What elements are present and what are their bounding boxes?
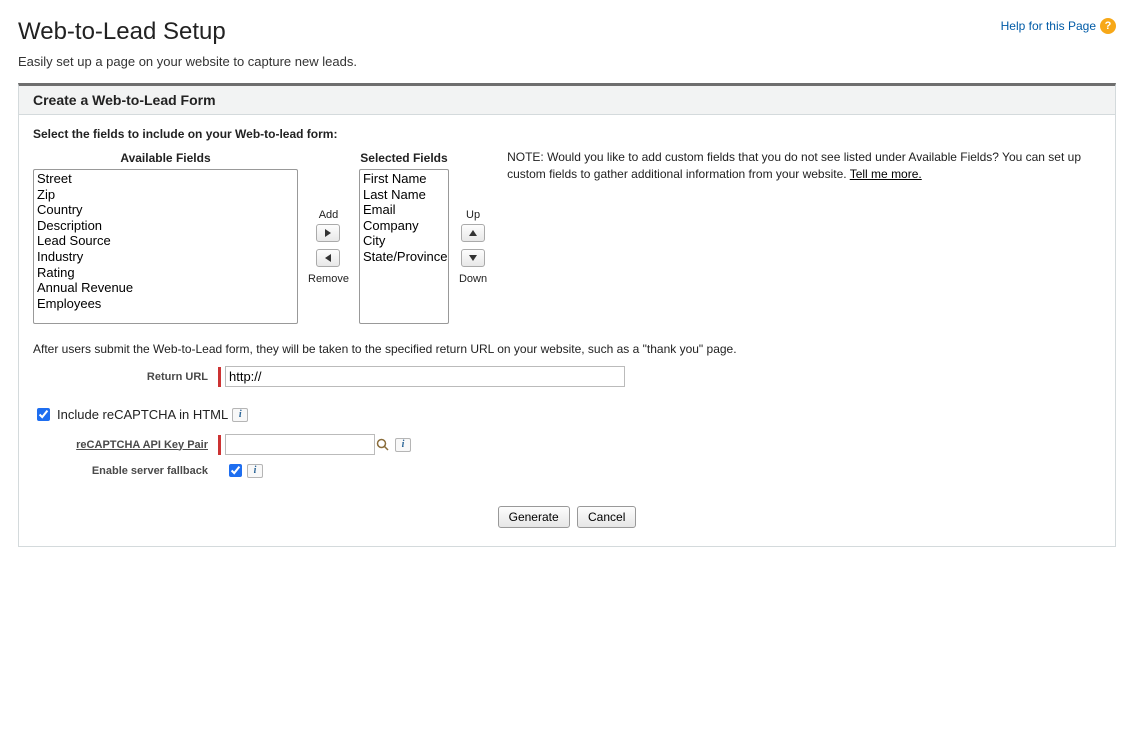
list-item[interactable]: Last Name — [361, 187, 447, 203]
add-button[interactable] — [316, 224, 340, 242]
list-item[interactable]: Industry — [35, 249, 296, 265]
list-item[interactable]: Lead Source — [35, 233, 296, 249]
app-inner: Web-to-Lead Setup Help for this Page ? E… — [8, 8, 1126, 740]
required-indicator — [218, 367, 221, 387]
list-item[interactable]: Zip — [35, 187, 296, 203]
add-remove-controls: Add Remove — [308, 169, 349, 324]
note-text: NOTE: Would you like to add custom field… — [507, 150, 1081, 181]
list-item[interactable]: Annual Revenue — [35, 280, 296, 296]
server-fallback-label: Enable server fallback — [33, 465, 218, 477]
custom-fields-note: NOTE: Would you like to add custom field… — [497, 149, 1087, 183]
remove-button[interactable] — [316, 249, 340, 267]
server-fallback-row: Enable server fallback i — [33, 461, 1101, 480]
down-label: Down — [459, 273, 487, 285]
list-item[interactable]: First Name — [361, 171, 447, 187]
info-icon[interactable]: i — [395, 438, 411, 452]
include-recaptcha-label: Include reCAPTCHA in HTML — [57, 407, 228, 422]
triangle-up-icon — [469, 229, 477, 237]
help-for-this-page-link[interactable]: Help for this Page ? — [1001, 18, 1116, 34]
panel-body: Select the fields to include on your Web… — [19, 115, 1115, 546]
remove-label: Remove — [308, 273, 349, 285]
list-item[interactable]: Email — [361, 202, 447, 218]
list-item[interactable]: City — [361, 233, 447, 249]
page-header: Web-to-Lead Setup Help for this Page ? — [8, 8, 1126, 50]
add-label: Add — [319, 209, 339, 221]
up-label: Up — [466, 209, 480, 221]
api-key-label: reCAPTCHA API Key Pair — [33, 439, 218, 451]
api-key-input[interactable] — [225, 434, 375, 455]
help-icon: ? — [1100, 18, 1116, 34]
include-recaptcha-checkbox[interactable] — [37, 408, 50, 421]
return-url-description: After users submit the Web-to-Lead form,… — [33, 342, 1101, 356]
triangle-down-icon — [469, 254, 477, 262]
form-panel: Create a Web-to-Lead Form Select the fie… — [18, 83, 1116, 547]
return-url-row: Return URL — [33, 366, 1101, 387]
triangle-right-icon — [324, 229, 332, 237]
info-icon[interactable]: i — [232, 408, 248, 422]
panel-header: Create a Web-to-Lead Form — [19, 86, 1115, 115]
move-up-button[interactable] — [461, 224, 485, 242]
help-link-label: Help for this Page — [1001, 19, 1096, 33]
available-fields-label: Available Fields — [120, 151, 210, 165]
selected-fields-list[interactable]: First NameLast NameEmailCompanyCityState… — [359, 169, 449, 324]
list-item[interactable]: Country — [35, 202, 296, 218]
api-key-row: reCAPTCHA API Key Pair i — [33, 434, 1101, 455]
selected-fields-label: Selected Fields — [360, 151, 447, 165]
up-down-controls: Up Down — [459, 169, 487, 324]
action-button-bar: Generate Cancel — [33, 486, 1101, 538]
available-fields-list[interactable]: StreetZipCountryDescriptionLead SourceIn… — [33, 169, 298, 324]
generate-button[interactable]: Generate — [498, 506, 570, 528]
include-recaptcha-row: Include reCAPTCHA in HTML i — [33, 405, 1101, 424]
required-indicator — [218, 435, 221, 455]
page-title: Web-to-Lead Setup — [18, 18, 226, 46]
dual-list-picker: Available Fields StreetZipCountryDescrip… — [33, 151, 1101, 324]
list-item[interactable]: Rating — [35, 265, 296, 281]
move-down-button[interactable] — [461, 249, 485, 267]
triangle-left-icon — [324, 254, 332, 262]
page-subtitle: Easily set up a page on your website to … — [8, 50, 1126, 83]
list-item[interactable]: State/Province — [361, 249, 447, 265]
list-item[interactable]: Company — [361, 218, 447, 234]
lookup-icon[interactable] — [375, 437, 391, 453]
available-fields-column: Available Fields StreetZipCountryDescrip… — [33, 151, 298, 324]
cancel-button[interactable]: Cancel — [577, 506, 636, 528]
return-url-input[interactable] — [225, 366, 625, 387]
return-url-label: Return URL — [33, 371, 218, 383]
tell-me-more-link[interactable]: Tell me more. — [850, 167, 922, 181]
selected-fields-column: Selected Fields First NameLast NameEmail… — [359, 151, 449, 324]
app-frame: Web-to-Lead Setup Help for this Page ? E… — [0, 0, 1134, 748]
list-item[interactable]: Street — [35, 171, 296, 187]
info-icon[interactable]: i — [247, 464, 263, 478]
server-fallback-checkbox[interactable] — [229, 464, 242, 477]
list-item[interactable]: Employees — [35, 296, 296, 312]
list-item[interactable]: Description — [35, 218, 296, 234]
field-select-instruction: Select the fields to include on your Web… — [33, 127, 1101, 141]
